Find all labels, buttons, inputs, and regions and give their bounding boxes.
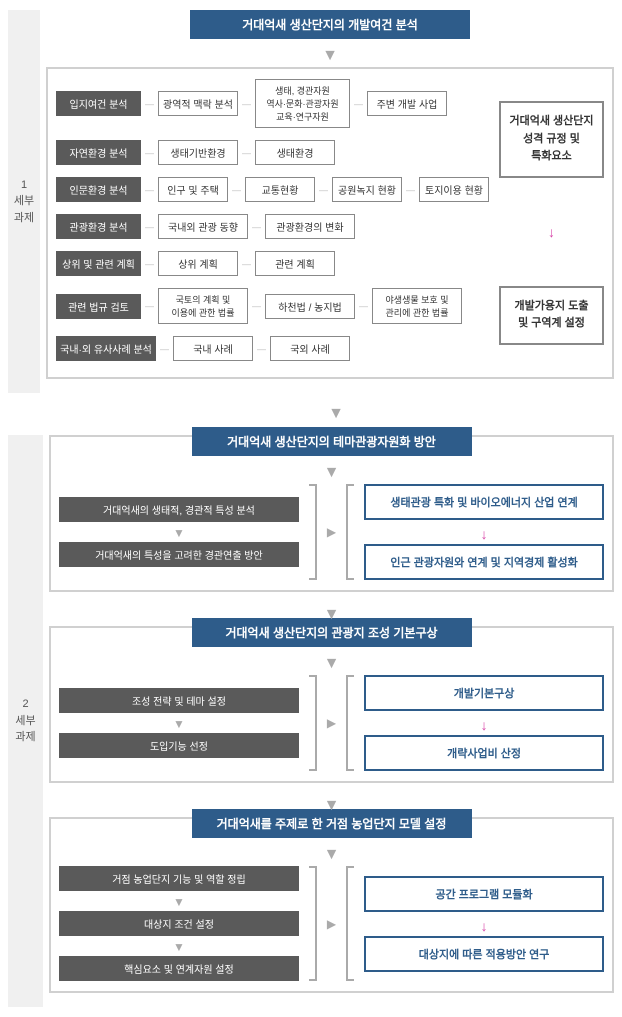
side-label-2: 2 세부 과제 (8, 435, 43, 1007)
right-box: 개략사업비 산정 (364, 735, 604, 771)
arrow-down-icon: ▼ (59, 717, 299, 731)
title-2: 거대억새 생산단지의 테마관광자원화 방안 (192, 427, 472, 456)
result-characteristics: 거대억새 생산단지 성격 규정 및 특화요소 (499, 101, 604, 178)
row-nature: 자연환경 분석— 생태기반환경— 생태환경 (56, 140, 489, 165)
result-development: 개발가용지 도출 및 구역계 설정 (499, 286, 604, 345)
arrow-down-icon: ▼ (46, 47, 614, 65)
bracket-icon (346, 866, 354, 981)
pink-arrow-icon: ↓ (364, 526, 604, 542)
pink-arrow-icon: ↓ (364, 717, 604, 733)
arrow-down-icon: ▼ (59, 655, 604, 673)
left-box: 거대억새의 생태적, 경관적 특성 분석 (59, 497, 299, 522)
arrow-down-icon: ▼ (49, 606, 614, 624)
row-laws: 관련 법규 검토— 국토의 계획 및 이용에 관한 법률— 하천법 / 농지법—… (56, 288, 489, 324)
row-location: 입지여건 분석— 광역적 맥락 분석— 생태, 경관자원 역사·문화·관광자원 … (56, 79, 489, 128)
row-human: 인문환경 분석— 인구 및 주택— 교통현황— 공원녹지 현황— 토지이용 현황 (56, 177, 489, 202)
arrow-down-icon: ▼ (59, 464, 604, 482)
arrow-down-icon: ▼ (50, 405, 622, 423)
bracket-icon (309, 484, 317, 580)
bracket-icon (346, 484, 354, 580)
left-box: 대상지 조건 설정 (59, 911, 299, 936)
row-cases: 국내·외 유사사례 분석— 국내 사례— 국외 사례 (56, 336, 489, 361)
title-1: 거대억새 생산단지의 개발여건 분석 (190, 10, 470, 39)
right-box: 개발기본구상 (364, 675, 604, 711)
left-box: 조성 전략 및 테마 설정 (59, 688, 299, 713)
pink-arrow-icon: ↓ (364, 918, 604, 934)
arrow-right-icon: ▶ (327, 917, 336, 931)
frame-4: 거대억새를 주제로 한 거점 농업단지 모델 설정 ▼ 거점 농업단지 기능 및… (49, 817, 614, 993)
pink-arrow-icon: ↓ (499, 224, 604, 240)
left-box: 거점 농업단지 기능 및 역할 정립 (59, 866, 299, 891)
right-box: 생태관광 특화 및 바이오에너지 산업 연계 (364, 484, 604, 520)
row-plans: 상위 및 관련 계획— 상위 계획— 관련 계획 (56, 251, 489, 276)
left-box: 도입기능 선정 (59, 733, 299, 758)
frame-2: 거대억새 생산단지의 테마관광자원화 방안 ▼ 거대억새의 생태적, 경관적 특… (49, 435, 614, 592)
section-1: 1 세부 과제 거대억새 생산단지의 개발여건 분석 ▼ 입지여건 분석— 광역… (0, 0, 622, 403)
left-box: 핵심요소 및 연계자원 설정 (59, 956, 299, 981)
right-box: 인근 관광자원와 연계 및 지역경제 활성화 (364, 544, 604, 580)
section-2: 2 세부 과제 거대억새 생산단지의 테마관광자원화 방안 ▼ 거대억새의 생태… (0, 425, 622, 1017)
right-box: 공간 프로그램 모듈화 (364, 876, 604, 912)
arrow-right-icon: ▶ (327, 716, 336, 730)
bracket-icon (309, 866, 317, 981)
left-box: 거대억새의 특성을 고려한 경관연출 방안 (59, 542, 299, 567)
frame-1: 입지여건 분석— 광역적 맥락 분석— 생태, 경관자원 역사·문화·관광자원 … (46, 67, 614, 379)
arrow-down-icon: ▼ (59, 526, 299, 540)
arrow-right-icon: ▶ (327, 525, 336, 539)
arrow-down-icon: ▼ (59, 846, 604, 864)
row-tourism: 관광환경 분석— 국내외 관광 동향— 관광환경의 변화 (56, 214, 489, 239)
frame-3: 거대억새 생산단지의 관광지 조성 기본구상 ▼ 조성 전략 및 테마 설정 ▼… (49, 626, 614, 783)
arrow-down-icon: ▼ (59, 895, 299, 909)
bracket-icon (309, 675, 317, 771)
right-box: 대상지에 따른 적용방안 연구 (364, 936, 604, 972)
arrow-down-icon: ▼ (59, 940, 299, 954)
bracket-icon (346, 675, 354, 771)
side-label-1: 1 세부 과제 (8, 10, 40, 393)
head-location: 입지여건 분석 (56, 91, 141, 116)
arrow-down-icon: ▼ (49, 797, 614, 815)
